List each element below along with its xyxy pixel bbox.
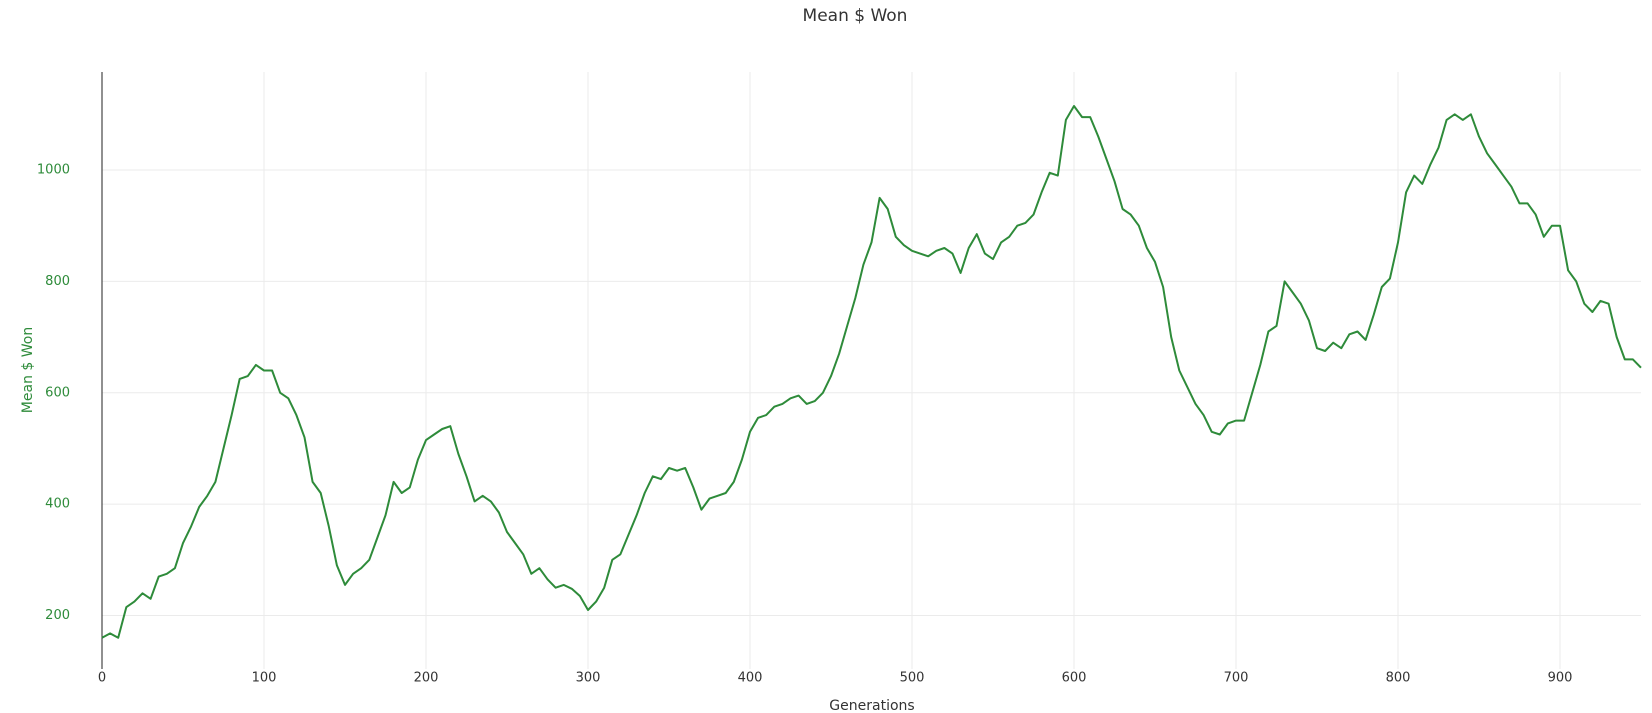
x-tick-label: 900: [1548, 671, 1573, 686]
y-tick-label: 200: [45, 608, 70, 623]
x-tick-label: 700: [1224, 671, 1249, 686]
y-axis-title: Mean $ Won: [20, 327, 36, 413]
x-tick-label: 500: [900, 671, 925, 686]
x-tick-label: 300: [576, 671, 601, 686]
y-tick-label: 400: [45, 497, 70, 512]
x-tick-label: 200: [414, 671, 439, 686]
x-tick-label: 400: [738, 671, 763, 686]
x-tick-label: 800: [1386, 671, 1411, 686]
x-tick-label: 0: [98, 671, 106, 686]
chart-title: Mean $ Won: [803, 6, 908, 26]
y-tick-label: 600: [45, 385, 70, 400]
y-tick-label: 1000: [37, 163, 70, 178]
data-line: [101, 105, 1642, 639]
y-tick-label: 800: [45, 274, 70, 289]
x-tick-label: 600: [1062, 671, 1087, 686]
x-tick-label: 100: [252, 671, 277, 686]
x-axis-title: Generations: [829, 698, 914, 713]
